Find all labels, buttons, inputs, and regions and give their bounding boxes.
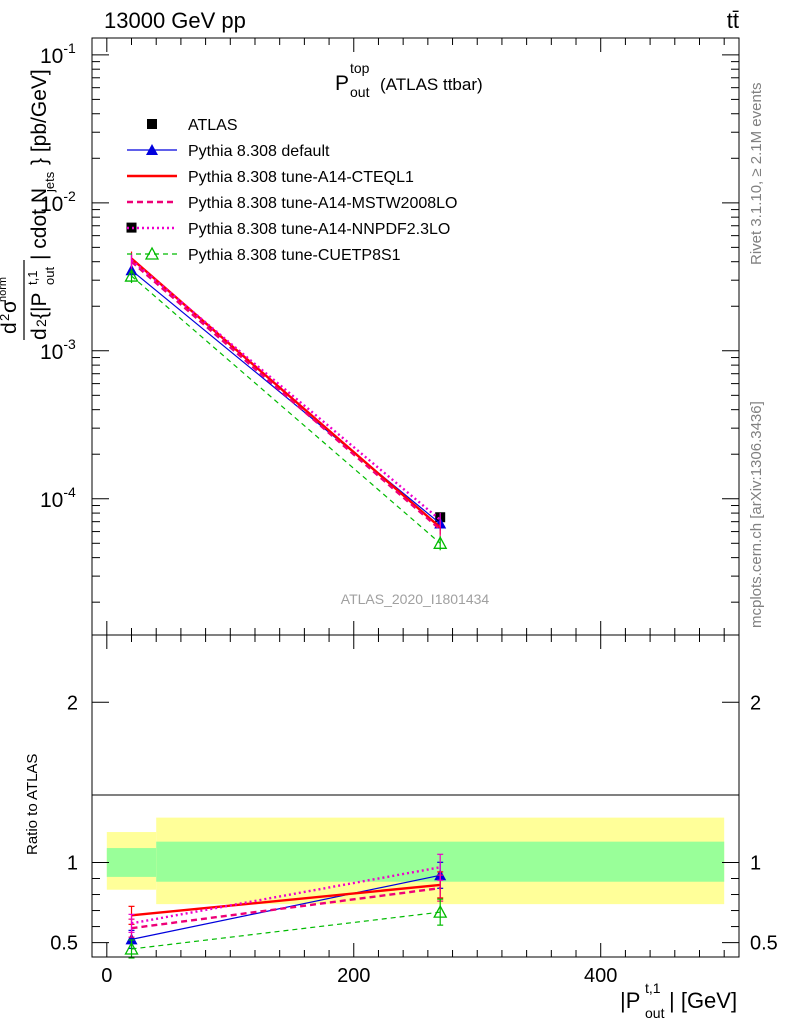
ratio-bands	[106, 817, 725, 905]
legend: ATLAS Pythia 8.308 default Pythia 8.308 tu…	[127, 117, 457, 264]
y-label-out: out	[42, 267, 57, 285]
ratio-series-line	[131, 883, 441, 917]
y-label-t1: t,1	[25, 271, 40, 285]
y-label-sup2: 2	[33, 319, 49, 327]
source-label: mcplots.cern.ch [arXiv:1306.3436]	[748, 401, 765, 628]
ratio-y-tick-label-right: 2	[750, 692, 761, 714]
x-label-t1: t,1	[645, 980, 661, 996]
main-series-layer	[124, 222, 448, 551]
ratio-frame	[91, 634, 740, 958]
main-series-point	[126, 222, 137, 233]
ratio-series-point	[124, 941, 139, 955]
legend-entry: Pythia 8.308 default	[188, 143, 330, 160]
legend-entry: Pythia 8.308 tune-CUETP8S1	[188, 247, 401, 264]
plot-title: P top out (ATLAS ttbar)	[335, 60, 483, 100]
plot-title-suffix: (ATLAS ttbar)	[380, 75, 483, 94]
analysis-tag: ATLAS_2020_I1801434	[341, 591, 490, 607]
legend-entry: Pythia 8.308 tune-A14-MSTW2008LO	[188, 195, 457, 212]
legend-marker	[144, 246, 160, 260]
y-label-braces: {|P	[28, 293, 51, 319]
main-series-line	[131, 275, 441, 544]
ratio-y-tick-label-right: 1	[750, 852, 761, 874]
main-y-tick-label: 10-4	[40, 484, 76, 512]
legend-entry: Pythia 8.308 tune-A14-CTEQL1	[188, 169, 414, 186]
main-series-point	[433, 535, 448, 549]
ratio-series-point	[125, 933, 138, 945]
x-label-out: out	[645, 1005, 665, 1021]
y-label-jets: jets	[42, 171, 57, 193]
main-series-line	[130, 259, 441, 521]
ratio-series-line	[131, 866, 441, 925]
x-tick-label: 0	[101, 965, 112, 987]
x-tick-labels: 0 200 400	[101, 965, 617, 987]
ratio-ticks	[92, 635, 739, 957]
main-y-tick-exponent: -4	[63, 484, 76, 500]
x-tick-label: 200	[337, 965, 370, 987]
main-panel: 10-410-310-210-1 P top out (ATLAS ttbar)…	[0, 37, 740, 636]
legend-marker	[147, 119, 157, 129]
ratio-y-tick-label: 1	[67, 852, 78, 874]
main-y-tick-exponent: -3	[63, 336, 76, 352]
ratio-series-line	[131, 911, 441, 950]
main-series-point	[124, 268, 139, 282]
y-label-d: d	[28, 328, 51, 340]
y-label-numerator-2: 2	[0, 314, 12, 321]
plot-title-sub: out	[350, 84, 370, 100]
y-label-norm: norm	[0, 277, 9, 302]
main-y-tick-exponent: -2	[63, 188, 76, 204]
plot-title-main: P	[335, 72, 349, 95]
y-label-unit: } [pb/GeV]	[28, 69, 51, 165]
ratio-y-tick-label: 0.5	[50, 933, 78, 955]
legend-entry: Pythia 8.308 tune-A14-NNPDF2.3LO	[188, 221, 450, 238]
main-ticks	[92, 38, 739, 635]
process-label: tt̄	[727, 8, 739, 33]
ratio-y-tick-label: 2	[67, 692, 78, 714]
main-series-line	[130, 257, 441, 529]
y-label-sigma: σ	[0, 300, 21, 313]
main-series-line	[130, 260, 441, 531]
y-label-numerator-d: d	[0, 322, 21, 334]
x-label-bar: |P	[620, 988, 640, 1013]
ratio-band-inner	[106, 848, 157, 877]
y-label-cdot: | cdot N	[28, 188, 51, 260]
ratio-y-tick-labels: 0.5 0.5 1 1 2 2	[50, 692, 778, 954]
ratio-series-point	[433, 904, 448, 918]
ratio-series-layer	[124, 853, 448, 959]
ratio-y-axis-label: Ratio to ATLAS	[24, 754, 41, 855]
energy-label: 13000 GeV pp	[104, 8, 246, 33]
rivet-label: Rivet 3.1.10, ≥ 2.1M events	[748, 82, 765, 266]
main-y-tick-exponent: -1	[63, 40, 76, 56]
x-label-unit: | [GeV]	[669, 988, 737, 1013]
main-y-axis-label: d 2 {|P t,1 out | cdot N jets } [pb/GeV]…	[0, 69, 57, 340]
x-tick-label: 400	[584, 965, 617, 987]
legend-marker	[146, 144, 158, 155]
ratio-y-tick-label-right: 0.5	[750, 933, 778, 955]
x-axis-label: |P t,1 out | [GeV]	[620, 980, 737, 1021]
ratio-series-line	[131, 886, 441, 930]
legend-entry: ATLAS	[188, 117, 238, 134]
ratio-panel: 0.5 0.5 1 1 2 2 0 200 400 Ratio to ATLAS |P t,1…	[24, 634, 778, 1021]
plot-title-sup: top	[350, 60, 370, 76]
main-y-tick-label: 10-1	[40, 40, 76, 68]
